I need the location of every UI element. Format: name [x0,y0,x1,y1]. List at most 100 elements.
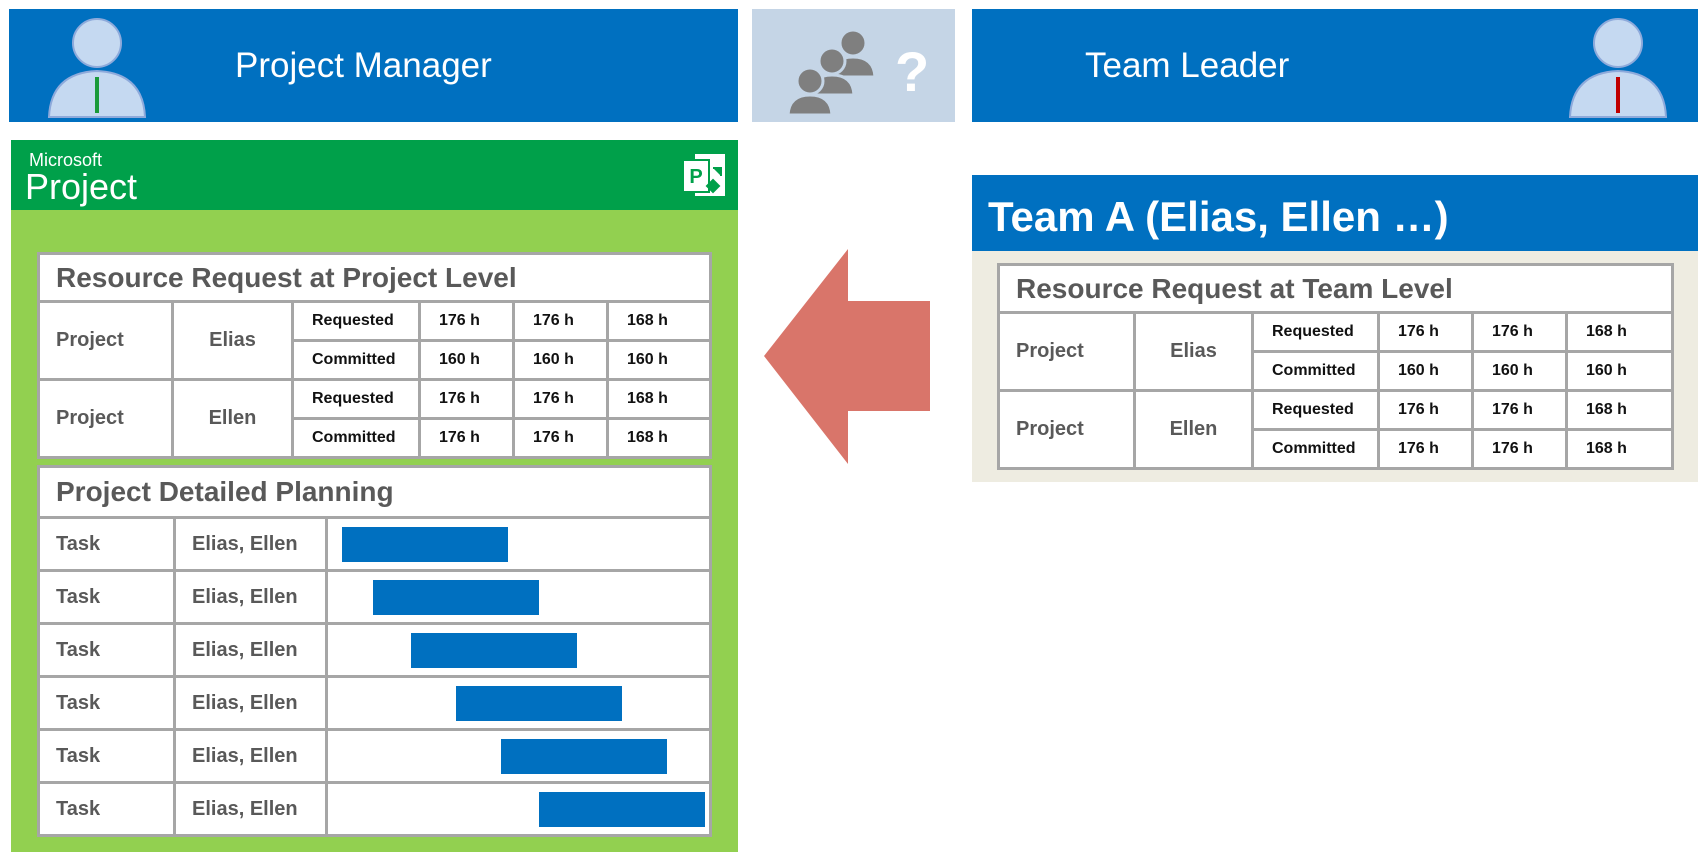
hours: 176 h [512,378,609,420]
assignees: Elias, Ellen [173,516,328,572]
entity: Project [997,389,1136,470]
task-row: Task Elias, Ellen [37,569,713,625]
person: Ellen [1133,389,1254,470]
help-box: ? [752,9,955,122]
pm-title: Project Manager [235,45,492,85]
task-row: Task Elias, Ellen [37,728,713,784]
assignees: Elias, Ellen [173,622,328,678]
entity: Project [37,378,174,459]
hours: 160 h [606,339,712,381]
people-icon: ? [786,28,929,117]
assignees: Elias, Ellen [173,675,328,731]
hours: 160 h [1564,350,1675,392]
app-icon: P [682,154,725,196]
gantt-bar [539,792,705,827]
line-label: Requested [1251,311,1380,353]
hours: 160 h [1471,350,1568,392]
line-label: Committed [1251,350,1380,392]
team-header: Team A (Elias, Ellen …) [972,175,1698,252]
hours: 168 h [606,378,712,420]
hours: 176 h [418,300,515,342]
task: Task [37,569,176,625]
task: Task [37,622,176,678]
gantt-bar [373,580,539,615]
gantt-cell [324,728,713,784]
person: Ellen [171,378,294,459]
task-row: Task Elias, Ellen [37,781,713,837]
line-row: Project Ellen Requested 176 h 176 h 168 h [37,378,712,459]
hours: 160 h [1377,350,1474,392]
task-row: Task Elias, Ellen [37,675,713,731]
help-symbol: ? [895,40,929,103]
line-row: Project Elias Requested 176 h 176 h 168 h [37,300,712,381]
hours: 176 h [1377,311,1474,353]
brand: Microsoft [29,150,103,170]
planning-table: Project Detailed Planning Task Elias, Elle… [36,465,713,837]
line-label: Requested [291,378,421,420]
line-row: Committed 176 h 176 h 168 h [39,417,712,459]
hours: 160 h [512,339,609,381]
task: Task [37,781,176,837]
hours: 176 h [1471,389,1568,431]
assignees: Elias, Ellen [173,728,328,784]
line-row: Committed 160 h 160 h 160 h [999,350,1675,392]
tl-title: Team Leader [1085,45,1290,85]
hours: 176 h [1377,389,1474,431]
hours: 176 h [512,417,609,459]
assignees: Elias, Ellen [173,569,328,625]
line-row: Project Ellen Requested 176 h 176 h 168 h [997,389,1675,470]
table-title: Project Detailed Planning [36,465,713,519]
hours: 168 h [606,417,712,459]
line-row: Project Elias Requested 176 h 176 h 168 h [997,311,1675,392]
resource-table: Resource Request at Team Level Project Eli… [996,263,1675,470]
hours: 168 h [1564,389,1675,431]
gantt-bar [501,739,667,774]
line-label: Requested [291,300,421,342]
hours: 176 h [418,417,515,459]
gantt-cell [324,516,713,572]
title-row: Resource Request at Team Level [996,263,1675,314]
pm-icon [47,18,147,118]
hours: 176 h [1377,428,1474,470]
person: Elias [171,300,294,381]
pm-header: Project Manager [9,9,738,122]
app-name: Project [25,166,138,207]
gantt-bar [342,527,508,562]
line-label: Requested [1251,389,1380,431]
line-row: Committed 160 h 160 h 160 h [39,339,712,381]
hours: 176 h [418,378,515,420]
gantt-cell [324,781,713,837]
hours: 168 h [606,300,712,342]
tl-header: Team Leader [972,9,1698,122]
task-row: Task Elias, Ellen [37,516,713,572]
hours: 168 h [1564,311,1675,353]
hours: 160 h [418,339,515,381]
title-row: Resource Request at Project Level [37,252,712,303]
task: Task [37,675,176,731]
entity: Project [997,311,1136,392]
table-title: Resource Request at Project Level [37,252,712,303]
resource-table: Resource Request at Project Level Project… [37,252,712,459]
hours: 176 h [1471,428,1568,470]
gantt-bar [456,686,622,721]
assignees: Elias, Ellen [173,781,328,837]
line-row: Committed 176 h 176 h 168 h [999,428,1675,470]
task: Task [37,728,176,784]
line-label: Committed [1251,428,1380,470]
gantt-cell [324,569,713,625]
hours: 176 h [1471,311,1568,353]
gantt-bar [411,633,577,668]
app-icon-letter: P [689,166,702,188]
hours: 168 h [1564,428,1675,470]
hours: 176 h [512,300,609,342]
entity: Project [37,300,174,381]
person: Elias [1133,311,1254,392]
table-title: Resource Request at Team Level [996,263,1675,314]
line-label: Committed [291,417,421,459]
tl-icon [1568,18,1668,118]
project-bar: Microsoft Project P [11,140,738,210]
arrow [764,249,930,464]
task-row: Task Elias, Ellen [37,622,713,678]
gantt-cell [324,675,713,731]
